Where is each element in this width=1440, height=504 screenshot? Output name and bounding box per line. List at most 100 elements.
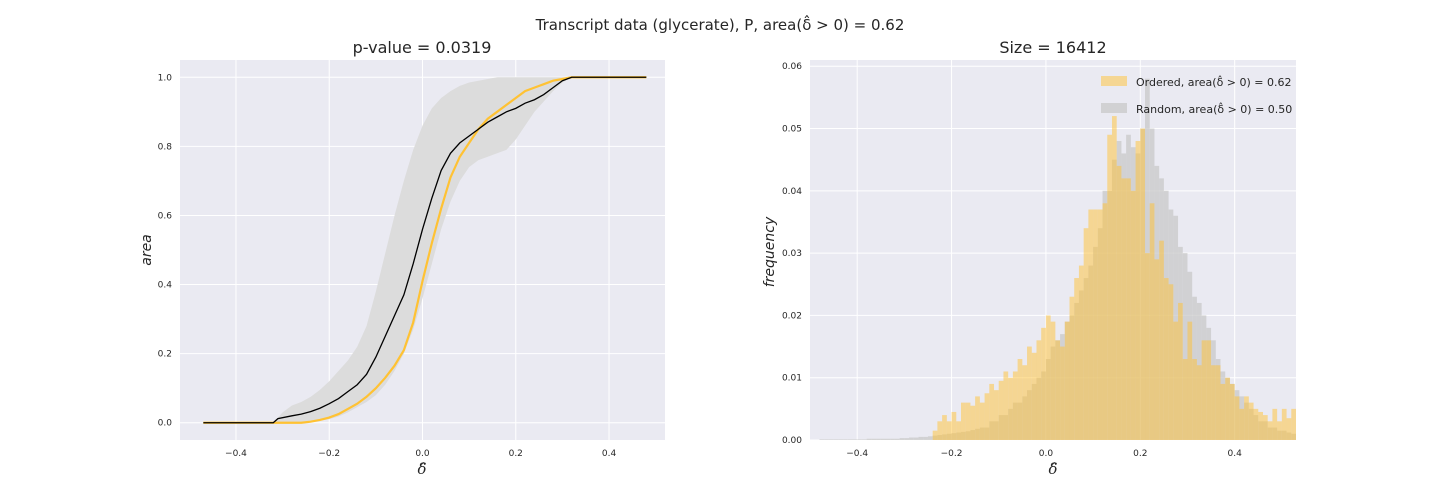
y-tick-label: 0.04: [782, 187, 802, 197]
ordered-bar: [1055, 340, 1061, 440]
ordered-bar: [1116, 165, 1122, 440]
ordered-histogram: [932, 116, 1296, 441]
random-bar: [861, 439, 867, 440]
ordered-bar: [1267, 421, 1273, 440]
ordered-bar: [1083, 228, 1089, 440]
ordered-bar: [1130, 190, 1136, 440]
random-bar: [894, 438, 900, 440]
ordered-bar: [1003, 371, 1009, 440]
random-bar: [890, 438, 895, 440]
ordered-bar: [1041, 327, 1046, 440]
ordered-bar: [989, 383, 995, 440]
y-tick-label: 0.2: [158, 350, 172, 360]
ordered-bar: [1078, 265, 1084, 440]
legend-label-ordered: Ordered, area(δ̂ > 0) = 0.62: [1136, 75, 1292, 89]
random-range-band: [203, 77, 647, 423]
ordered-bar: [1093, 209, 1098, 440]
ordered-bar: [1022, 365, 1028, 440]
ordered-bar: [946, 421, 952, 440]
ordered-bar: [1031, 352, 1037, 440]
random-bar: [880, 438, 886, 440]
random-bar: [918, 436, 924, 440]
ordered-bar: [975, 396, 980, 440]
random-bar: [923, 436, 928, 440]
ordered-bar: [984, 393, 990, 440]
ordered-bar: [1178, 302, 1183, 440]
ordered-bar: [1102, 203, 1108, 440]
x-tick-label: 0.4: [1227, 449, 1242, 459]
random-bar: [828, 439, 834, 440]
ordered-bar: [1111, 116, 1117, 440]
y-tick-label: 0.06: [782, 62, 802, 72]
random-bar: [876, 438, 881, 440]
ordered-series-line: [203, 76, 647, 424]
y-axis-label: area: [139, 234, 155, 266]
ordered-bar: [1272, 408, 1278, 440]
ordered-bar: [1126, 178, 1131, 440]
ordered-bar: [998, 380, 1004, 440]
ordered-bar: [970, 405, 976, 440]
ordered-bar: [994, 390, 999, 440]
ordered-bar: [1069, 296, 1075, 440]
ordered-bar: [1168, 284, 1174, 440]
ordered-bar: [1088, 209, 1094, 440]
ordered-bar: [1187, 321, 1193, 440]
ordered-bar: [1163, 278, 1169, 440]
ordered-bar: [1196, 365, 1202, 440]
random-mean-series-line: [203, 76, 647, 424]
ordered-bar: [1027, 346, 1032, 440]
ordered-bar: [1229, 383, 1235, 440]
x-tick-label: 0.0: [415, 449, 430, 459]
x-axis-label: δ̂: [417, 460, 426, 478]
x-tick-label: 0.2: [509, 449, 523, 459]
legend-label-random: Random, area(δ̂ > 0) = 0.50: [1136, 102, 1292, 116]
ordered-bar: [1201, 340, 1207, 440]
ordered-bar: [1121, 178, 1127, 440]
ordered-bar: [1008, 377, 1013, 440]
y-tick-label: 0.01: [782, 374, 802, 384]
random-bar: [847, 439, 853, 440]
y-tick-label: 0.03: [782, 249, 802, 259]
random-bar: [1182, 253, 1188, 440]
ordered-bar: [1159, 240, 1164, 440]
ordered-bar: [1262, 415, 1268, 440]
legend-swatch-random: [1101, 103, 1127, 113]
tick-labels: −0.4 −0.2 0.0 0.2 0.4 0.0 0.2 0.4 0.6 0.8 1.0: [158, 73, 617, 459]
chart-title: Size = 16412: [999, 38, 1106, 57]
x-tick-label: 0.4: [602, 449, 617, 459]
ordered-bar: [1182, 359, 1188, 440]
random-bar: [885, 438, 891, 440]
random-bar: [819, 439, 825, 440]
random-bar: [852, 439, 858, 440]
y-tick-label: 0.8: [158, 142, 173, 152]
tick-labels: −0.4 −0.2 0.0 0.2 0.4 0.00 0.01 0.02 0.03 0.04 0.0…: [782, 62, 1242, 459]
ordered-bar: [1045, 315, 1051, 440]
y-tick-label: 0.02: [782, 311, 802, 321]
ordered-bar: [1050, 321, 1056, 440]
ordered-bar: [965, 402, 971, 440]
random-bar: [824, 439, 829, 440]
random-bar: [904, 438, 910, 440]
ordered-bar: [1060, 346, 1065, 440]
ordered-bar: [1064, 321, 1070, 440]
ordered-bar: [937, 421, 943, 440]
figure-suptitle: Transcript data (glycerate), P, area(δ̂ …: [535, 14, 905, 34]
ordered-bar: [1097, 209, 1103, 440]
random-bar: [913, 437, 919, 440]
ordered-bar: [1239, 408, 1245, 440]
ordered-bar: [1173, 321, 1179, 440]
y-tick-label: 0.0: [158, 419, 173, 429]
random-bar: [838, 439, 844, 440]
random-bar: [843, 439, 848, 440]
ordered-bar: [1225, 377, 1230, 440]
ordered-bar: [1012, 371, 1018, 440]
ordered-bar: [1248, 402, 1254, 440]
random-bar: [833, 439, 839, 440]
ordered-bar: [1074, 278, 1079, 440]
legend-swatch-ordered: [1101, 76, 1127, 86]
ordered-bar: [1140, 128, 1146, 440]
y-tick-label: 0.00: [782, 436, 802, 446]
ordered-bar: [1281, 408, 1287, 440]
ordered-bar: [1107, 134, 1112, 441]
